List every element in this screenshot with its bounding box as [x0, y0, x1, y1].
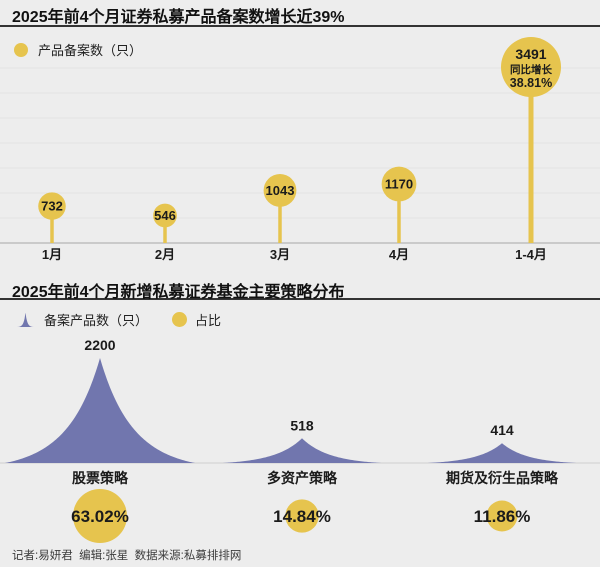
- lollipop-bubble: [153, 203, 177, 228]
- bubble-value: 546: [154, 208, 176, 223]
- x-axis-label: 4月: [389, 247, 409, 262]
- gold-dot-icon: [14, 42, 28, 57]
- chart1-title: 2025年前4个月证券私募产品备案数增长近39%: [12, 9, 345, 26]
- percent-value: 14.84%: [273, 507, 331, 526]
- gold-dot-icon: [172, 312, 188, 327]
- chart1-legend: 产品备案数（只）: [14, 40, 142, 59]
- chart2-legend-count-label: 备案产品数（只）: [44, 313, 149, 328]
- lollipop-bubble: [38, 192, 66, 220]
- chart2-legend-share-label: 占比: [195, 313, 222, 328]
- lollipop-bubble: [500, 37, 562, 98]
- percent-value: 11.86%: [474, 507, 531, 526]
- percent-bubble: [73, 489, 127, 543]
- section1-header: 2025年前4个月证券私募产品备案数增长近39%: [0, 0, 600, 27]
- strategy-peak: [5, 358, 195, 463]
- bubble-value: 1170: [385, 177, 413, 192]
- percent-value: 63.02%: [71, 507, 129, 526]
- strategy-label: 股票策略: [72, 470, 129, 486]
- x-axis-label: 1月: [42, 247, 62, 262]
- lollipop-bubble: [381, 166, 417, 202]
- x-axis-label: 1-4月: [515, 247, 547, 262]
- peak-value: 518: [290, 417, 314, 433]
- strategy-distribution-chart: 2200 股票策略 63.02% 518 多资产策略 14.84% 414 期货及衍生品策略 1…: [0, 337, 600, 543]
- peak-value: 2200: [84, 337, 115, 353]
- bubble-annotation-percent: 38.81%: [510, 76, 552, 90]
- lollipop-bubble: [263, 174, 297, 207]
- x-axis-label: 3月: [270, 247, 290, 262]
- bubble-value: 732: [41, 199, 63, 214]
- peak-value: 414: [490, 422, 514, 438]
- bubble-annotation-label: 同比增长: [510, 63, 552, 76]
- percent-bubble: [285, 499, 319, 533]
- chart2-title: 2025年前4个月新增私募证券基金主要策略分布: [12, 284, 345, 301]
- strategy-peak: [222, 438, 382, 463]
- bubble-value: 1043: [266, 183, 295, 198]
- strategy-label: 期货及衍生品策略: [446, 470, 559, 486]
- chart1-legend-label: 产品备案数（只）: [38, 43, 143, 58]
- section2-header: 2025年前4个月新增私募证券基金主要策略分布: [0, 275, 600, 301]
- bubble-value: 3491: [515, 46, 546, 62]
- peak-icon: [17, 313, 34, 327]
- strategy-peak: [427, 443, 577, 463]
- percent-bubble: [486, 500, 518, 532]
- x-axis-label: 2月: [155, 247, 175, 262]
- credits-footer: 记者:易妍君 编辑:张星 数据来源:私募排排网: [12, 550, 242, 562]
- chart2-legend: 备案产品数（只） 占比: [16, 310, 221, 329]
- strategy-label: 多资产策略: [267, 470, 338, 486]
